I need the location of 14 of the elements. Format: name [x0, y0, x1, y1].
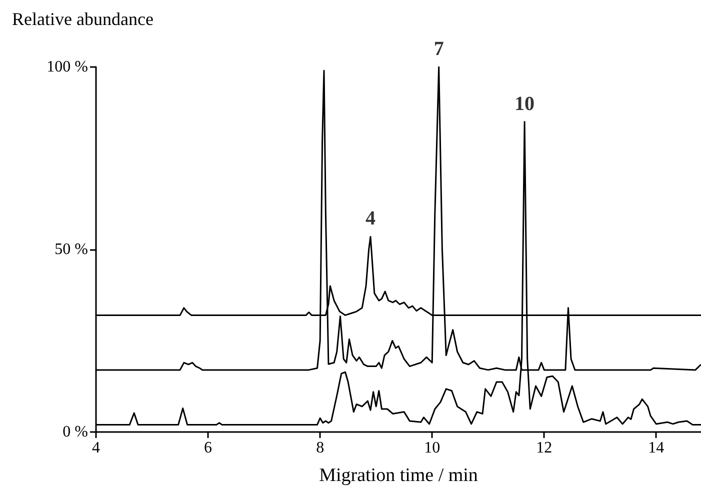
x-tick-label: 12 — [536, 440, 552, 456]
y-tick-label: 50 % — [54, 241, 88, 258]
annotation: 10 — [514, 92, 535, 115]
y-tick-label: 100 % — [46, 58, 88, 76]
y-axis-title: Relative abundance — [12, 9, 154, 29]
x-tick-label: 10 — [424, 440, 440, 456]
x-tick-label: 14 — [648, 440, 664, 456]
x-tick-label: 8 — [316, 440, 324, 456]
annotation: 4 — [365, 208, 376, 230]
y-tick-label: 0 % — [62, 424, 88, 440]
x-tick-label: 6 — [204, 440, 212, 456]
annotation: 7 — [434, 38, 444, 60]
x-tick-label: 4 — [92, 440, 100, 456]
x-axis-title: Migration time / min — [319, 465, 478, 486]
